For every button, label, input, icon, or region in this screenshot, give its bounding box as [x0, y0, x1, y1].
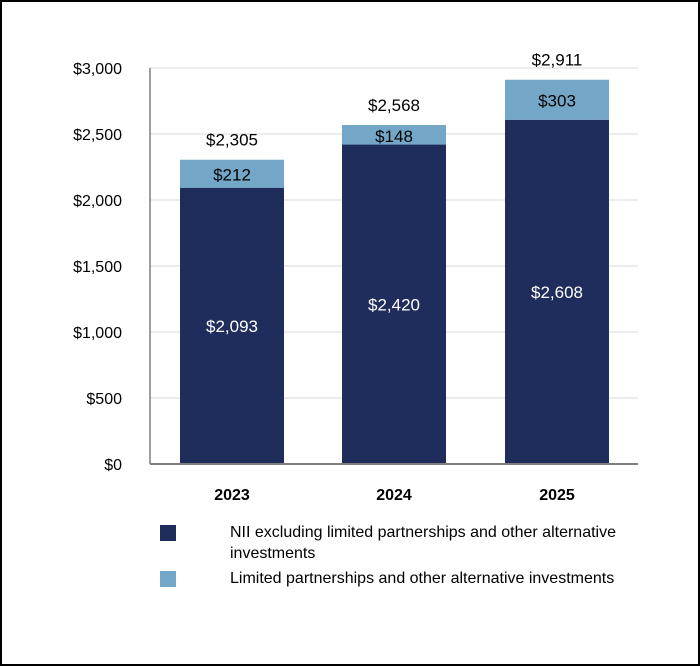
bar-limited-partnerships-2024: [342, 125, 446, 145]
data-label-total-2025: $2,911: [532, 51, 583, 70]
bar-nii-2025: [505, 119, 609, 464]
data-label-nii-2024: $2,420: [368, 295, 420, 314]
y-tick-label: $3,000: [73, 61, 122, 78]
stacked-bar-chart: $0 $500 $1,000 $1,500 $2,000 $2,500 $3,000 $2,0…: [73, 51, 638, 504]
y-tick-label: $0: [104, 457, 122, 474]
legend-swatch-limited-partnerships: [160, 571, 176, 587]
bar-limited-partnerships-2025: [505, 79, 609, 120]
data-label-limited-partnerships-2024: $148: [375, 127, 413, 146]
bar-nii-2023: [180, 187, 284, 464]
bar-nii-2024: [342, 144, 446, 464]
y-tick-label: $1,000: [73, 325, 122, 342]
legend-label-nii: NII excluding limited partnerships and o…: [230, 524, 616, 562]
data-label-limited-partnerships-2025: $303: [538, 92, 576, 111]
legend-item-nii: NII excluding limited partnerships and o…: [160, 522, 660, 568]
bar-limited-partnerships-2023: [180, 159, 284, 188]
legend: NII excluding limited partnerships and o…: [160, 522, 660, 614]
y-tick-label: $1,500: [73, 259, 122, 276]
legend-swatch-nii: [160, 525, 176, 541]
y-tick-label: $2,000: [73, 193, 122, 210]
x-tick-label-2025: 2025: [539, 487, 575, 504]
legend-item-limited-partnerships: Limited partnerships and other alternati…: [160, 568, 660, 614]
data-label-limited-partnerships-2023: $212: [213, 166, 251, 185]
data-label-nii-2025: $2,608: [531, 283, 583, 302]
data-label-total-2023: $2,305: [206, 131, 258, 150]
x-tick-label-2024: 2024: [376, 487, 412, 504]
legend-label-limited-partnerships: Limited partnerships and other alternati…: [230, 570, 615, 587]
y-tick-label: $2,500: [73, 127, 122, 144]
x-tick-label-2023: 2023: [214, 487, 250, 504]
y-tick-label: $500: [86, 391, 122, 408]
data-label-total-2024: $2,568: [368, 96, 420, 115]
data-label-nii-2023: $2,093: [206, 317, 258, 336]
